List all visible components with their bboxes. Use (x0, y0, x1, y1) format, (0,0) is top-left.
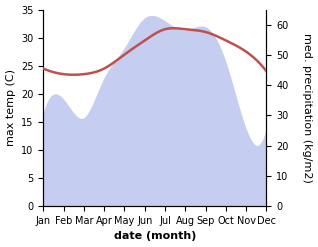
Y-axis label: med. precipitation (kg/m2): med. precipitation (kg/m2) (302, 33, 313, 183)
Y-axis label: max temp (C): max temp (C) (5, 69, 16, 146)
X-axis label: date (month): date (month) (114, 231, 196, 242)
